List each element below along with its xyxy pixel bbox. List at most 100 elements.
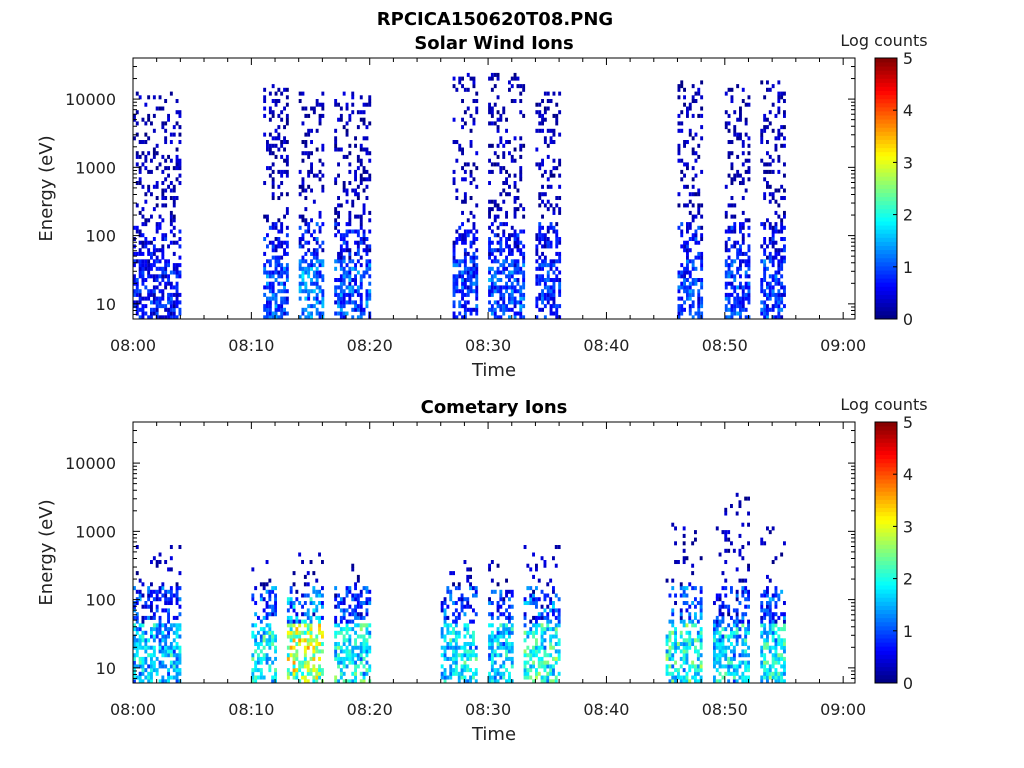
heatmap-cell [510,225,514,230]
heatmap-cell [715,660,719,665]
heatmap-cell [254,623,258,628]
heatmap-cell [777,307,781,312]
heatmap-cell [502,233,506,238]
heatmap-cell [522,270,526,275]
heatmap-cell [713,656,716,661]
heatmap-cell [554,608,558,613]
heatmap-cell [458,237,462,242]
heatmap-cell [549,240,553,245]
heatmap-cell [289,653,293,658]
heatmap-cell [552,113,556,118]
heatmap-cell [552,556,555,561]
heatmap-cell [301,188,305,193]
heatmap-cell [133,300,136,305]
heatmap-cell [513,285,517,290]
heatmap-cell [543,630,547,635]
heatmap-cell [549,225,553,230]
heatmap-cell [493,649,497,654]
heatmap-cell [730,263,734,268]
heatmap-cell [768,608,772,613]
heatmap-cell [768,169,772,174]
heatmap-cell [739,132,742,137]
heatmap-cell [490,660,494,665]
heatmap-cell [747,675,750,680]
heatmap-cell [348,218,352,223]
heatmap-cell [774,278,778,283]
heatmap-cell [133,679,136,684]
heatmap-cell [475,151,479,156]
heatmap-cell [368,292,372,297]
heatmap-cell [301,266,305,271]
heatmap-cell [458,300,462,305]
heatmap-cell [169,664,173,669]
heatmap-cell [285,240,289,245]
heatmap-cell [763,541,767,546]
heatmap-cell [356,656,360,661]
heatmap-cell [312,675,316,680]
heatmap-cell [668,653,672,658]
heatmap-cell [271,634,275,639]
heatmap-cell [538,110,542,115]
heatmap-cell [741,522,745,527]
heatmap-cell [777,263,781,268]
heatmap-cell [150,660,153,665]
heatmap-cell [744,597,748,602]
heatmap-cell [454,660,458,665]
heatmap-cell [138,140,142,145]
heatmap-cell [446,642,450,647]
heatmap-cell [774,270,778,275]
heatmap-cell [359,604,363,609]
heatmap-cell [736,169,740,174]
heatmap-cell [167,281,170,286]
heatmap-cell [167,173,170,178]
heatmap-cell [337,251,340,256]
heatmap-cell [768,285,772,290]
heatmap-cell [522,229,526,234]
heatmap-cell [532,552,535,557]
heatmap-cell [488,181,491,186]
heatmap-cell [768,274,772,279]
heatmap-cell [268,589,272,594]
heatmap-cell [161,266,165,271]
heatmap-cell [309,630,313,635]
heatmap-cell [783,125,786,130]
heatmap-cell [298,192,302,197]
heatmap-cell [532,601,535,606]
heatmap-cell [318,593,321,598]
colorbar-step [875,286,897,291]
heatmap-cell [496,214,500,219]
heatmap-cell [277,113,281,118]
burst-10 [760,526,786,684]
heatmap-cell [164,285,168,290]
heatmap-cell [274,679,277,684]
heatmap-cell [298,315,302,320]
heatmap-cell [493,259,497,264]
heatmap-cell [665,578,669,583]
heatmap-cell [463,229,467,234]
heatmap-cell [541,244,544,249]
heatmap-cell [257,675,260,680]
heatmap-cell [519,166,523,171]
heatmap-cell [307,173,311,178]
heatmap-cell [356,158,360,163]
heatmap-cell [768,251,772,256]
heatmap-cell [490,589,494,594]
heatmap-cell [771,229,775,234]
heatmap-cell [774,612,778,617]
colorbar-step [875,249,897,255]
heatmap-cell [516,188,520,193]
heatmap-cell [519,143,523,148]
heatmap-cell [175,263,179,268]
heatmap-cell [304,218,308,223]
heatmap-cell [164,307,168,312]
heatmap-cell [694,237,698,242]
heatmap-cell [138,307,142,312]
heatmap-cell [345,653,349,658]
heatmap-cell [747,589,750,594]
heatmap-cell [499,296,503,301]
heatmap-cell [351,627,355,632]
heatmap-cell [169,181,173,186]
heatmap-cell [254,638,258,643]
heatmap-cell [488,121,491,126]
heatmap-cell [141,240,145,245]
